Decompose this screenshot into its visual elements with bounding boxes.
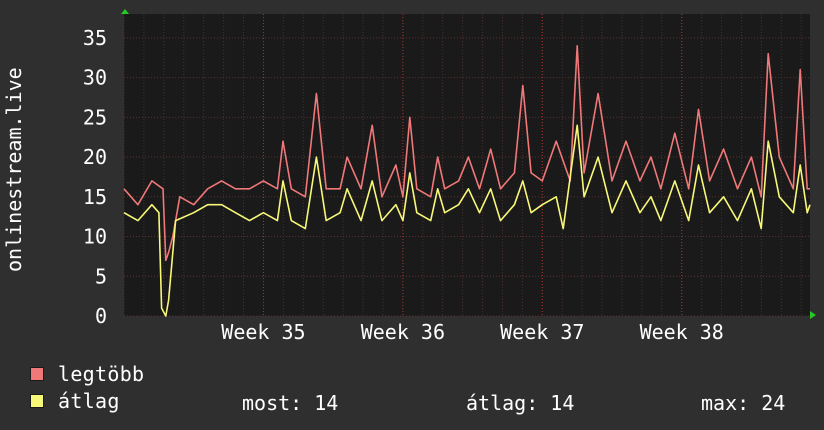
x-tick-label: Week 35 <box>221 320 305 344</box>
y-tick-label: 25 <box>83 105 107 129</box>
plot-area <box>124 14 810 316</box>
y-tick-label: 0 <box>95 304 107 328</box>
y-tick-label: 15 <box>83 185 107 209</box>
series-line-avg <box>123 124 811 317</box>
legend-label-max: legtöbb <box>58 362 145 386</box>
series-line-max <box>123 44 810 262</box>
legend-swatch-max <box>30 367 44 381</box>
stat-avg: átlag: 14 <box>466 391 575 415</box>
legend-item-max: legtöbb <box>30 362 145 386</box>
legend-item-avg: átlag <box>30 389 120 413</box>
y-tick-label: 35 <box>83 26 107 50</box>
series-group <box>123 44 811 317</box>
legend-swatch-avg <box>30 394 44 408</box>
x-tick-label: Week 38 <box>640 320 724 344</box>
y-tick-label: 10 <box>83 225 107 249</box>
y-tick-label: 5 <box>95 264 107 288</box>
x-axis-arrow <box>810 311 816 319</box>
y-axis: 0 5 10 15 20 25 30 35 <box>83 26 107 328</box>
grid <box>123 14 810 317</box>
x-tick-label: Week 36 <box>361 320 445 344</box>
y-tick-label: 20 <box>83 145 107 169</box>
y-axis-arrow <box>121 9 129 14</box>
y-tick-label: 30 <box>83 66 107 90</box>
stat-now: most: 14 <box>242 391 339 415</box>
x-tick-label: Week 37 <box>500 320 584 344</box>
x-axis: Week 35 Week 36 Week 37 Week 38 <box>221 320 724 344</box>
stat-max: max: 24 <box>701 391 786 415</box>
y-axis-label: onlinestream.live <box>2 67 26 272</box>
legend-label-avg: átlag <box>58 389 120 413</box>
